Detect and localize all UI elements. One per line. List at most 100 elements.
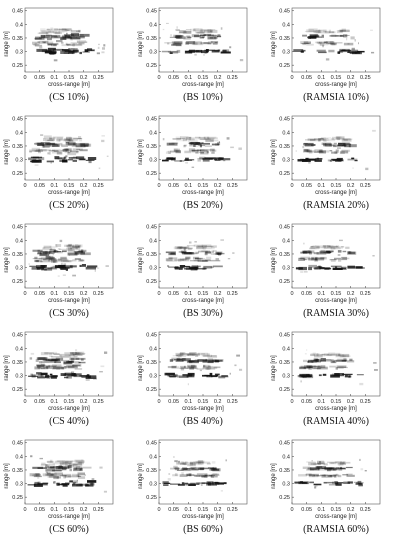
intensity-blob <box>58 139 61 142</box>
intensity-blob <box>170 483 181 485</box>
intensity-blob <box>204 145 212 147</box>
intensity-blob <box>187 353 194 356</box>
x-tick-label: 0.2 <box>214 183 222 189</box>
intensity-blob <box>171 365 177 368</box>
intensity-blob <box>311 36 322 38</box>
intensity-blob <box>186 41 196 45</box>
intensity-blob <box>34 150 43 152</box>
intensity-blob <box>344 144 351 148</box>
intensity-blob <box>176 36 186 39</box>
x-tick-label: 0.25 <box>227 507 238 513</box>
intensity-blob <box>194 143 201 145</box>
intensity-blob <box>52 462 64 465</box>
intensity-blob <box>203 475 212 477</box>
noise-speck <box>37 477 40 479</box>
intensity-blob <box>75 460 85 463</box>
intensity-blob <box>66 365 77 368</box>
intensity-blob <box>69 260 73 262</box>
intensity-blob <box>191 464 203 466</box>
intensity-blob <box>67 159 73 161</box>
noise-speck <box>50 161 52 164</box>
intensity-blob <box>40 363 45 367</box>
intensity-blob <box>166 157 176 159</box>
intensity-blob <box>172 138 183 140</box>
intensity-blob <box>60 150 68 152</box>
intensity-blob <box>49 246 58 248</box>
intensity-blob <box>39 250 48 254</box>
intensity-blob <box>211 355 217 357</box>
x-tick-label: 0 <box>157 75 160 81</box>
intensity-blob <box>194 266 197 270</box>
noise-speck <box>34 164 39 166</box>
y-tick-label: 0.4 <box>282 238 290 244</box>
x-tick-label: 0.15 <box>331 291 342 297</box>
intensity-blob <box>327 139 336 142</box>
y-axis-label: range [m] <box>4 139 10 165</box>
intensity-blob <box>80 33 90 37</box>
x-axis-label: cross-range [m] <box>48 406 90 412</box>
intensity-blob <box>330 374 340 378</box>
intensity-blob <box>55 244 62 247</box>
noise-speck <box>45 464 49 466</box>
intensity-blob <box>66 360 75 363</box>
intensity-blob <box>73 468 83 472</box>
intensity-blob <box>69 352 77 355</box>
y-tick-label: 0.25 <box>146 387 157 393</box>
intensity-blob <box>175 150 181 154</box>
intensity-blob <box>191 462 197 465</box>
intensity-blob <box>184 31 192 34</box>
intensity-blob <box>188 483 196 486</box>
intensity-blob <box>65 475 72 478</box>
intensity-blob <box>321 245 326 248</box>
intensity-blob <box>189 267 198 270</box>
intensity-blob <box>57 142 63 146</box>
intensity-blob <box>43 365 50 367</box>
intensity-blob <box>199 37 204 39</box>
panel-cs-20: 0.250.30.350.40.450 0.05 0.1 0.15 0.2 0.25cro… <box>4 115 114 211</box>
intensity-blob <box>193 244 203 247</box>
intensity-blob <box>201 246 213 249</box>
intensity-blob <box>337 474 342 478</box>
intensity-blob <box>87 157 97 160</box>
intensity-blob <box>201 475 208 478</box>
y-tick-label: 0.3 <box>282 374 290 380</box>
intensity-blob <box>314 257 325 261</box>
intensity-blob <box>188 353 196 356</box>
noise-speck <box>187 247 192 250</box>
intensity-blob <box>170 467 180 470</box>
x-tick-label: 0.05 <box>168 183 179 189</box>
noise-speck <box>200 484 203 486</box>
intensity-blob <box>79 40 87 43</box>
intensity-blob <box>36 364 46 367</box>
noise-speck <box>226 137 230 140</box>
intensity-blob <box>170 150 181 153</box>
intensity-blob <box>325 43 329 46</box>
y-tick-label: 0.45 <box>146 117 157 123</box>
intensity-blob <box>302 375 312 378</box>
intensity-blob <box>343 481 350 484</box>
plot-area <box>24 115 114 181</box>
panel-bs-60: 0.250.30.350.40.450 0.05 0.1 0.15 0.2 0.25cro… <box>138 439 248 535</box>
intensity-blob <box>207 43 212 45</box>
intensity-blob <box>196 268 207 270</box>
noise-speck <box>62 274 66 276</box>
intensity-blob <box>338 467 343 471</box>
intensity-blob <box>52 375 58 378</box>
noise-speck <box>99 466 103 469</box>
noise-speck <box>66 32 68 35</box>
intensity-blob <box>67 152 70 154</box>
intensity-blob <box>36 357 46 360</box>
intensity-blob <box>202 260 208 262</box>
intensity-blob <box>330 265 342 267</box>
intensity-blob <box>178 251 187 253</box>
x-tick-label: 0 <box>290 507 293 513</box>
intensity-blob <box>54 472 63 476</box>
intensity-blob <box>29 473 40 477</box>
intensity-blob <box>188 142 194 144</box>
image-intensity <box>164 352 243 386</box>
intensity-blob <box>68 137 78 141</box>
x-tick-label: 0 <box>23 507 26 513</box>
intensity-blob <box>215 258 219 261</box>
x-tick-label: 0.25 <box>360 183 371 189</box>
intensity-blob <box>70 30 81 33</box>
